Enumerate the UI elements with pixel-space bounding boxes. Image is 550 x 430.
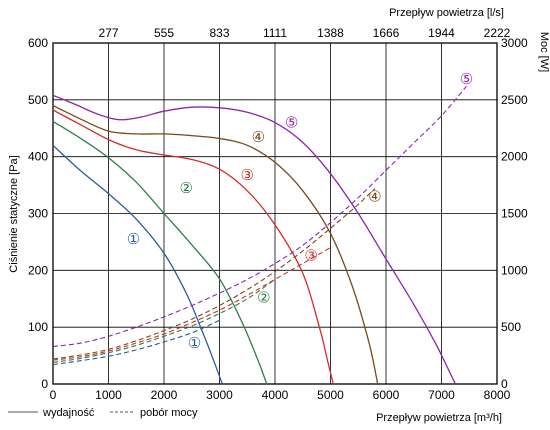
pressure-curve-label-3: ③ (241, 167, 254, 184)
y-right-tick-label: 1500 (501, 207, 528, 221)
x-top-tick-label: 555 (154, 26, 174, 40)
pressure-curve-3 (52, 109, 334, 385)
x-axis-ticks: 0 1000 2000 3000 4000 5000 6000 7000 8000 (50, 388, 511, 402)
x-top-tick-label: 1944 (428, 26, 455, 40)
pressure-curve-5 (52, 94, 456, 385)
legend-dashed-label: pobór mocy (140, 407, 198, 419)
x-top-tick-label: 1388 (317, 26, 344, 40)
series-layer (52, 85, 467, 385)
y-left-tick-label: 400 (28, 150, 48, 164)
x-tick-label: 1000 (95, 388, 122, 402)
y-right-tick-label: 3000 (501, 36, 528, 50)
y-right-axis-title: Moc [W] (538, 32, 550, 72)
pressure-curve-label-1: ① (127, 231, 140, 248)
plot-frame (52, 42, 498, 385)
x-tick-label: 8000 (484, 388, 511, 402)
y-right-axis-ticks: 0 500 1000 1500 2000 2500 3000 (501, 36, 528, 391)
power-curve-5 (52, 85, 467, 348)
x-tick-label: 6000 (373, 388, 400, 402)
x-top-tick-label: 2222 (484, 26, 511, 40)
power-curve-label-1: ① (188, 335, 201, 352)
x-top-tick-label: 1111 (263, 26, 287, 40)
pressure-curve-label-5: ⑤ (285, 115, 298, 132)
pressure-curve-4 (52, 104, 379, 385)
y-left-tick-label: 200 (28, 263, 48, 277)
power-curve-2 (52, 278, 276, 363)
pressure-curve-label-2: ② (179, 180, 192, 197)
power-curve-label-5: ⑤ (460, 71, 473, 88)
x-top-tick-label: 833 (209, 26, 229, 40)
x-bottom-axis-title: Przepływ powietrza [m³/h] (376, 412, 502, 424)
power-curve-label-4: ④ (368, 188, 381, 205)
pressure-curve-2 (52, 120, 268, 385)
y-right-tick-label: 2500 (501, 93, 528, 107)
power-curve-1 (52, 319, 220, 366)
y-right-tick-label: 500 (501, 320, 521, 334)
y-left-tick-label: 300 (28, 207, 48, 221)
y-right-tick-label: 0 (501, 377, 508, 391)
x-tick-label: 0 (50, 388, 57, 402)
power-curve-3 (52, 247, 331, 361)
x-tick-label: 3000 (206, 388, 233, 402)
y-left-axis-ticks: 0 100 200 300 400 500 600 (28, 36, 48, 391)
x-top-axis-ticks: 277 555 833 1111 1388 1666 1944 2222 (98, 26, 510, 40)
legend: wydajność pobór mocy (8, 407, 198, 419)
y-right-tick-label: 1000 (501, 263, 528, 277)
power-curve-label-3: ③ (304, 248, 317, 265)
x-tick-label: 4000 (262, 388, 289, 402)
y-right-tick-label: 2000 (501, 150, 528, 164)
x-tick-label: 2000 (151, 388, 178, 402)
y-left-tick-label: 600 (28, 36, 48, 50)
pressure-curve-label-4: ④ (252, 129, 265, 146)
chart-grid (52, 42, 498, 385)
x-top-axis-title: Przepływ powietrza [l/s] (389, 7, 504, 19)
power-curve-4 (52, 188, 376, 360)
series-labels-layer: ① ① ② ② ③ ③ ④ ④ ⑤ ⑤ (127, 71, 473, 352)
y-left-tick-label: 500 (28, 93, 48, 107)
y-left-axis-title: Ciśnienie statyczne [Pa] (8, 155, 20, 272)
legend-solid-label: wydajność (42, 407, 95, 419)
power-curve-label-2: ② (257, 290, 270, 307)
y-left-tick-label: 0 (41, 377, 48, 391)
x-top-tick-label: 277 (98, 26, 118, 40)
pressure-curve-1 (52, 144, 223, 385)
x-top-tick-label: 1666 (373, 26, 400, 40)
x-tick-label: 5000 (317, 388, 344, 402)
x-tick-label: 7000 (428, 388, 455, 402)
y-left-tick-label: 100 (28, 320, 48, 334)
